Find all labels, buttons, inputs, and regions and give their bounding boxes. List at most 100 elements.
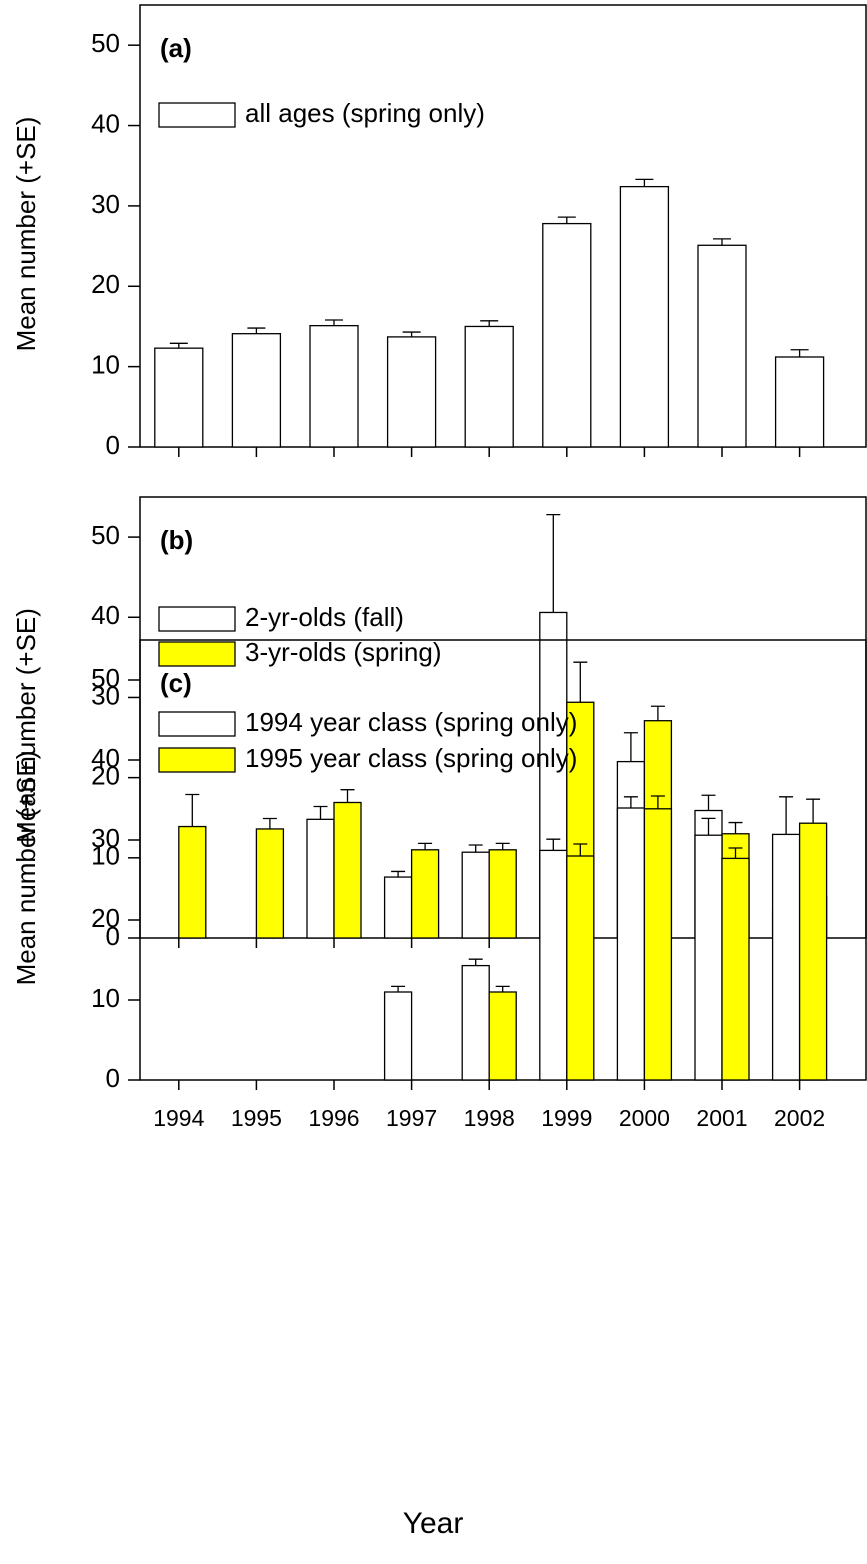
x-tick-label: 1997 <box>386 1105 437 1131</box>
legend-swatch <box>158 747 236 773</box>
error-bar <box>779 796 794 835</box>
legend-swatch <box>158 606 236 632</box>
bar <box>383 876 413 939</box>
bar <box>774 356 825 448</box>
error-bar <box>325 319 343 326</box>
bar <box>488 849 517 939</box>
bar <box>619 185 670 448</box>
y-tick-label: 0 <box>106 1063 120 1093</box>
error-bar <box>495 842 510 850</box>
y-axis-label: Mean number (+SE) <box>11 751 41 986</box>
y-tick-label: 20 <box>91 761 120 791</box>
bar <box>798 822 828 1081</box>
x-axis-label: Year <box>403 1507 464 1540</box>
y-tick-label: 40 <box>91 743 120 773</box>
bar <box>461 964 490 1081</box>
y-tick-label: 20 <box>91 269 120 299</box>
panel-label: (a) <box>160 33 192 63</box>
error-bar <box>391 870 406 878</box>
error-bar <box>391 985 406 992</box>
bar <box>255 828 285 939</box>
error-bar <box>468 844 483 853</box>
error-bar <box>262 817 277 829</box>
error-bar <box>557 216 576 224</box>
bar <box>231 333 282 448</box>
error-bar <box>418 842 433 850</box>
y-tick-label: 0 <box>106 921 120 951</box>
bar <box>309 325 359 448</box>
bar <box>721 857 750 1081</box>
error-bar <box>701 794 716 811</box>
bar <box>464 325 514 448</box>
y-tick-label: 40 <box>91 600 120 630</box>
x-tick-label: 2001 <box>696 1105 747 1131</box>
x-tick-label: 1996 <box>308 1105 359 1131</box>
y-axis-label: Mean number (+SE) <box>11 608 41 843</box>
legend-label: 3-yr-olds (spring) <box>245 637 442 667</box>
error-bar <box>701 817 716 836</box>
error-bar <box>546 838 561 851</box>
panel-label: (c) <box>160 668 192 698</box>
bar <box>539 849 568 1081</box>
bar <box>566 855 595 1081</box>
y-tick-label: 30 <box>91 823 120 853</box>
error-bar <box>623 796 638 808</box>
bar <box>542 222 592 448</box>
error-bar <box>573 661 588 703</box>
y-tick-label: 50 <box>91 28 120 58</box>
bar <box>694 834 723 1081</box>
y-tick-label: 30 <box>91 680 120 710</box>
bar <box>488 991 517 1081</box>
legend-swatch <box>158 641 236 667</box>
error-bar <box>402 331 421 337</box>
bar <box>771 833 801 1081</box>
legend-swatch <box>158 711 236 737</box>
error-bar <box>169 342 188 349</box>
y-tick-label: 10 <box>91 841 120 871</box>
y-tick-label: 10 <box>91 983 120 1013</box>
bar <box>333 801 362 939</box>
error-bar <box>806 798 821 824</box>
error-bar <box>313 805 328 820</box>
x-tick-label: 2002 <box>774 1105 825 1131</box>
y-tick-label: 20 <box>91 903 120 933</box>
error-bar <box>546 513 561 613</box>
error-bar <box>623 732 638 762</box>
error-bar <box>247 327 266 334</box>
bar <box>461 851 490 939</box>
y-tick-label: 0 <box>106 430 120 460</box>
error-bar <box>185 793 200 827</box>
panel-label: (b) <box>160 525 193 555</box>
legend-label: 1995 year class (spring only) <box>245 743 577 773</box>
error-bar <box>790 349 809 357</box>
bar <box>410 849 440 939</box>
bar <box>306 818 335 939</box>
x-tick-label: 2000 <box>619 1105 670 1131</box>
error-bar <box>650 795 665 809</box>
bar <box>643 808 673 1081</box>
x-tick-label: 1998 <box>464 1105 515 1131</box>
x-tick-label: 1999 <box>541 1105 592 1131</box>
error-bar <box>573 843 588 856</box>
x-tick-label: 1994 <box>153 1105 204 1131</box>
bar <box>383 991 413 1081</box>
error-bar <box>728 847 743 859</box>
error-bar <box>650 705 665 721</box>
legend-label: all ages (spring only) <box>245 98 485 128</box>
bar <box>178 825 207 939</box>
error-bar <box>728 821 743 834</box>
error-bar <box>495 985 510 992</box>
error-bar <box>468 958 483 966</box>
error-bar <box>713 238 731 246</box>
error-bar <box>340 789 355 803</box>
error-bar <box>480 320 499 327</box>
legend-label: 2-yr-olds (fall) <box>245 602 404 632</box>
bar <box>386 336 437 448</box>
y-tick-label: 50 <box>91 520 120 550</box>
legend-swatch <box>158 102 236 128</box>
bar <box>697 244 747 448</box>
error-bar <box>635 178 654 187</box>
y-tick-label: 40 <box>91 108 120 138</box>
y-tick-label: 10 <box>91 350 120 380</box>
